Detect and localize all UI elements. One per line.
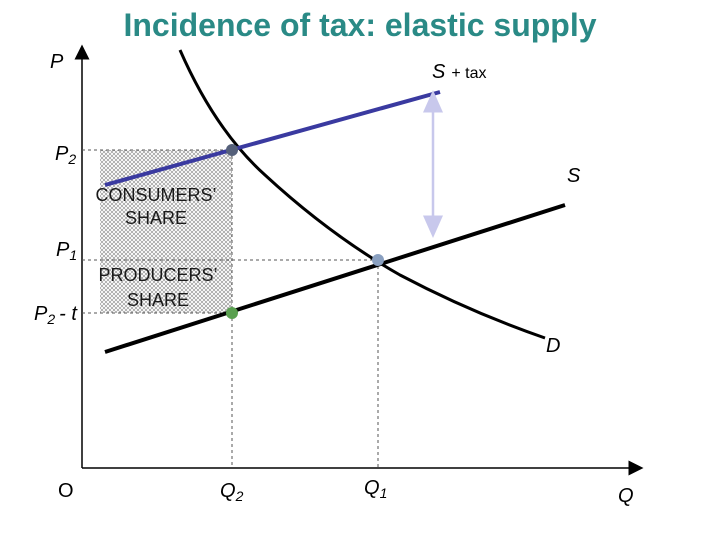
- supply-tax-curve: [104, 90, 441, 187]
- subscript: 1: [69, 247, 77, 263]
- area-label: PRODUCERS’: [98, 265, 217, 285]
- symbol: P: [56, 239, 70, 261]
- demand-curve: [178, 49, 546, 340]
- label-suffix: + tax: [451, 65, 486, 82]
- area-label: CONSUMERS’: [95, 185, 216, 205]
- demand-label: D: [546, 335, 560, 357]
- title: Incidence of tax: elastic supply: [123, 7, 596, 43]
- y-axis-label: P: [50, 51, 64, 73]
- suffix: - t: [59, 303, 78, 325]
- symbol: P: [34, 303, 48, 325]
- symbol: P: [55, 143, 69, 165]
- subscript: 1: [380, 485, 388, 501]
- area-label: SHARE: [127, 290, 189, 310]
- symbol: Q: [220, 480, 236, 502]
- x-axis-label: Q: [618, 485, 634, 507]
- price-label: P2: [55, 143, 76, 167]
- point: [372, 254, 384, 266]
- point: [226, 144, 238, 156]
- label: S: [432, 61, 446, 83]
- subscript: 2: [46, 311, 55, 327]
- origin-label: O: [58, 480, 74, 502]
- price-label: P2- t: [34, 303, 78, 327]
- supply-label: S: [567, 165, 581, 187]
- quantity-label: Q2: [220, 480, 244, 504]
- symbol: Q: [364, 477, 380, 499]
- producers-area: [100, 260, 232, 313]
- supply-curve: [104, 203, 566, 354]
- subscript: 2: [67, 151, 76, 167]
- quantity-label: Q1: [364, 477, 387, 501]
- area-label: SHARE: [125, 208, 187, 228]
- price-label: P1: [56, 239, 77, 263]
- supply-tax-label: S + tax: [432, 61, 486, 83]
- point: [226, 307, 238, 319]
- subscript: 2: [235, 488, 244, 504]
